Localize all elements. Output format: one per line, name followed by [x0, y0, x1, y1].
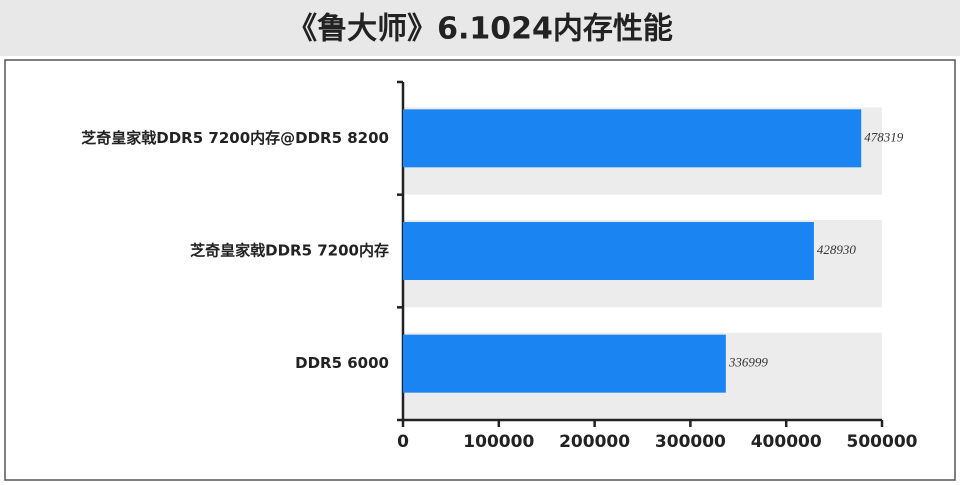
bar [403, 109, 862, 168]
x-tick-label: 0 [397, 432, 409, 452]
y-tick-label: 芝奇皇家戟DDR5 7200内存 [190, 242, 389, 260]
chart-title: 《鲁大师》6.1024内存性能 [287, 12, 673, 47]
y-tick-label: 芝奇皇家戟DDR5 7200内存@DDR5 8200 [81, 129, 389, 147]
x-tick-label: 400000 [751, 432, 822, 452]
x-tick-label: 300000 [655, 432, 726, 452]
data-label: 336999 [728, 355, 769, 370]
x-tick-label: 500000 [847, 432, 918, 452]
y-tick-label: DDR5 6000 [295, 354, 389, 372]
title-bar [0, 0, 960, 56]
data-label: 428930 [817, 242, 857, 257]
x-tick-label: 200000 [559, 432, 630, 452]
x-tick-label: 100000 [463, 432, 534, 452]
bar [403, 222, 814, 280]
data-label: 478319 [864, 129, 904, 144]
bar [403, 334, 726, 393]
